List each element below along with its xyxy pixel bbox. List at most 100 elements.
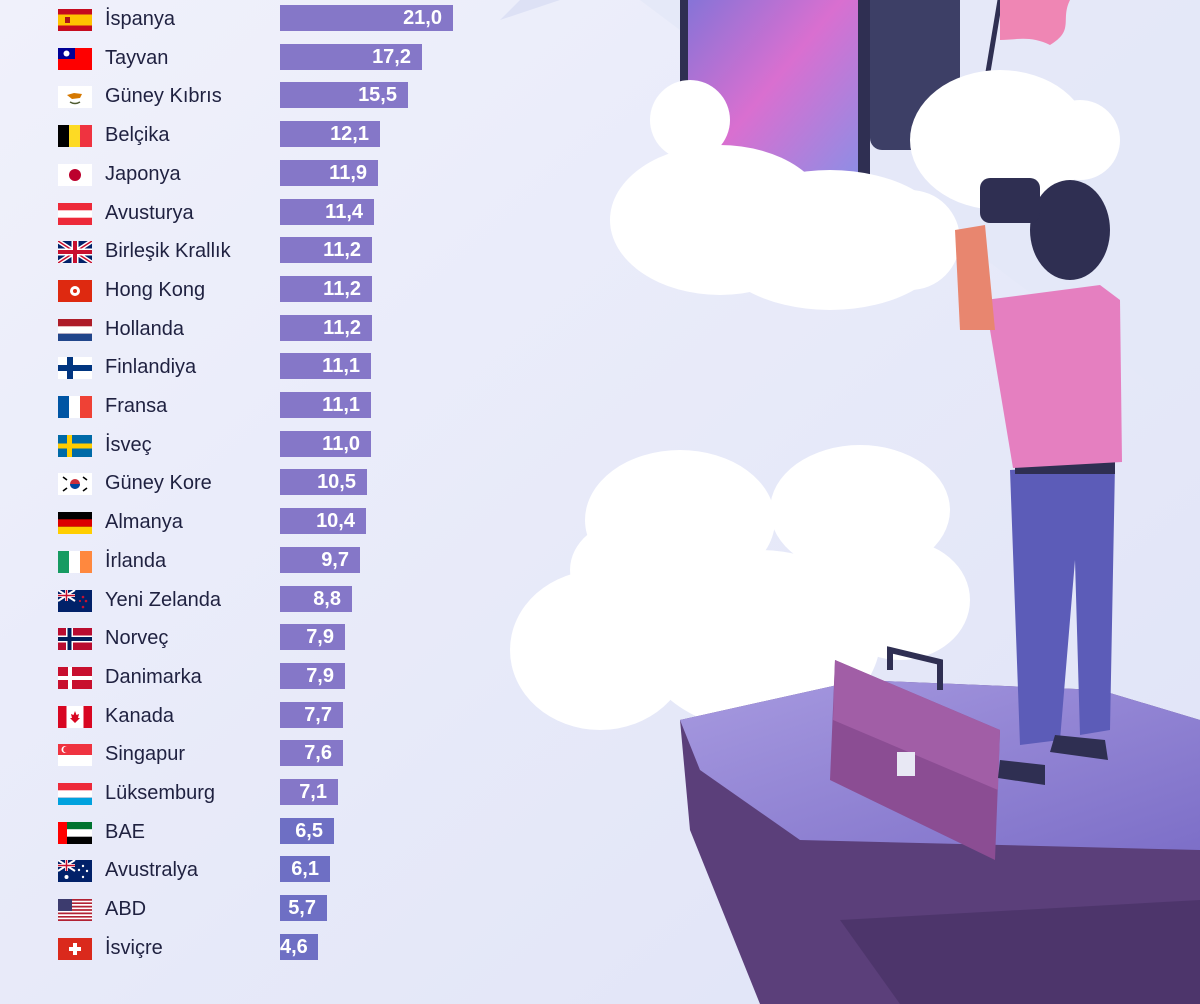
category-label: Birleşik Krallık [105,240,231,262]
bar [280,663,345,689]
category-label: Finlandiya [105,356,197,378]
bar [280,856,330,882]
bar-row: Yeni Zelanda 8,8 [0,582,600,620]
bar [280,199,374,225]
category-label: Fransa [105,395,168,417]
bar-row: İsveç 11,0 [0,427,600,465]
bar-row: ABD 5,7 [0,891,600,929]
cliff-icon [680,680,1200,1004]
bar-row: Avusturya 11,4 [0,195,600,233]
sweden-flag-icon [58,435,92,457]
bar [280,392,371,418]
netherlands-flag-icon [58,319,92,341]
australia-flag-icon [58,860,92,882]
bar [280,586,352,612]
finland-flag-icon [58,357,92,379]
cloud-icon [510,445,970,730]
hong-kong-flag-icon [58,280,92,302]
category-label: ABD [105,898,147,920]
norway-flag-icon [58,628,92,650]
bar [280,82,408,108]
category-label: Norveç [105,627,169,649]
bar [280,5,453,31]
bar [280,508,366,534]
new-zealand-flag-icon [58,590,92,612]
taiwan-flag-icon [58,48,92,70]
bar-row: Fransa 11,1 [0,388,600,426]
bar-row: Hollanda 11,2 [0,311,600,349]
bar-row: Japonya 11,9 [0,156,600,194]
category-label: Güney Kore [105,472,212,494]
south-korea-flag-icon [58,473,92,495]
japan-flag-icon [58,164,92,186]
uk-flag-icon [58,241,92,263]
category-label: Almanya [105,511,183,533]
bar-row: İsviçre 4,6 [0,930,600,968]
bar-row: Tayvan 17,2 [0,40,600,78]
bar-row: BAE 6,5 [0,814,600,852]
category-label: BAE [105,821,146,843]
bar-row: Finlandiya 11,1 [0,349,600,387]
spain-flag-icon [58,9,92,31]
value-label: 21,0 [403,7,442,29]
switzerland-flag-icon [58,938,92,960]
value-label: 11,2 [323,278,361,300]
bar [280,895,327,921]
value-label: 5,7 [288,897,316,919]
bar-row: Güney Kore 10,5 [0,465,600,503]
ireland-flag-icon [58,551,92,573]
category-label: Güney Kıbrıs [105,85,222,107]
value-label: 17,2 [372,46,411,68]
bar [280,547,360,573]
value-label: 7,7 [304,704,332,726]
value-label: 7,9 [306,626,334,648]
bar [280,44,422,70]
bar-row: Danimarka 7,9 [0,659,600,697]
bar [280,934,318,960]
category-label: Avusturya [105,202,194,224]
value-label: 7,1 [299,781,327,803]
value-label: 10,4 [316,510,355,532]
bar [280,276,372,302]
usa-flag-icon [58,899,92,921]
bar-row: Singapur 7,6 [0,736,600,774]
value-label: 12,1 [330,123,369,145]
bar [280,431,371,457]
value-label: 6,5 [295,820,323,842]
value-label: 7,6 [304,742,332,764]
canada-flag-icon [58,706,92,728]
bar [280,237,372,263]
cyprus-flag-icon [58,86,92,108]
bar [280,624,345,650]
category-label: Avustralya [105,859,199,881]
bar-row: Birleşik Krallık 11,2 [0,233,600,271]
bar-row: İspanya 21,0 [0,1,600,39]
value-label: 8,8 [313,588,341,610]
bar-row: Almanya 10,4 [0,504,600,542]
value-label: 7,9 [306,665,334,687]
bar [280,315,372,341]
france-flag-icon [58,396,92,418]
category-label: Tayvan [105,47,169,69]
category-label: İrlanda [105,550,167,572]
bar [280,702,343,728]
bar [280,740,343,766]
value-label: 6,1 [291,858,319,880]
category-label: İsveç [105,434,152,456]
value-label: 11,4 [325,201,363,223]
bar-row: Norveç 7,9 [0,620,600,658]
bar [280,353,371,379]
bar-chart: İspanya 21,0 Tayvan 17,2 Güney Kıbrıs 15,5 Bel… [0,1,600,968]
category-label: Japonya [105,163,181,185]
belgium-flag-icon [58,125,92,147]
value-label: 10,5 [317,471,356,493]
cloud-icon [610,70,1120,310]
bar-row: Hong Kong 11,2 [0,272,600,310]
value-label: 11,2 [323,239,361,261]
category-label: İspanya [105,8,176,30]
value-label: 11,1 [322,355,360,377]
uae-flag-icon [58,822,92,844]
bar-row: Belçika 12,1 [0,117,600,155]
person-with-binoculars-icon [955,178,1122,785]
